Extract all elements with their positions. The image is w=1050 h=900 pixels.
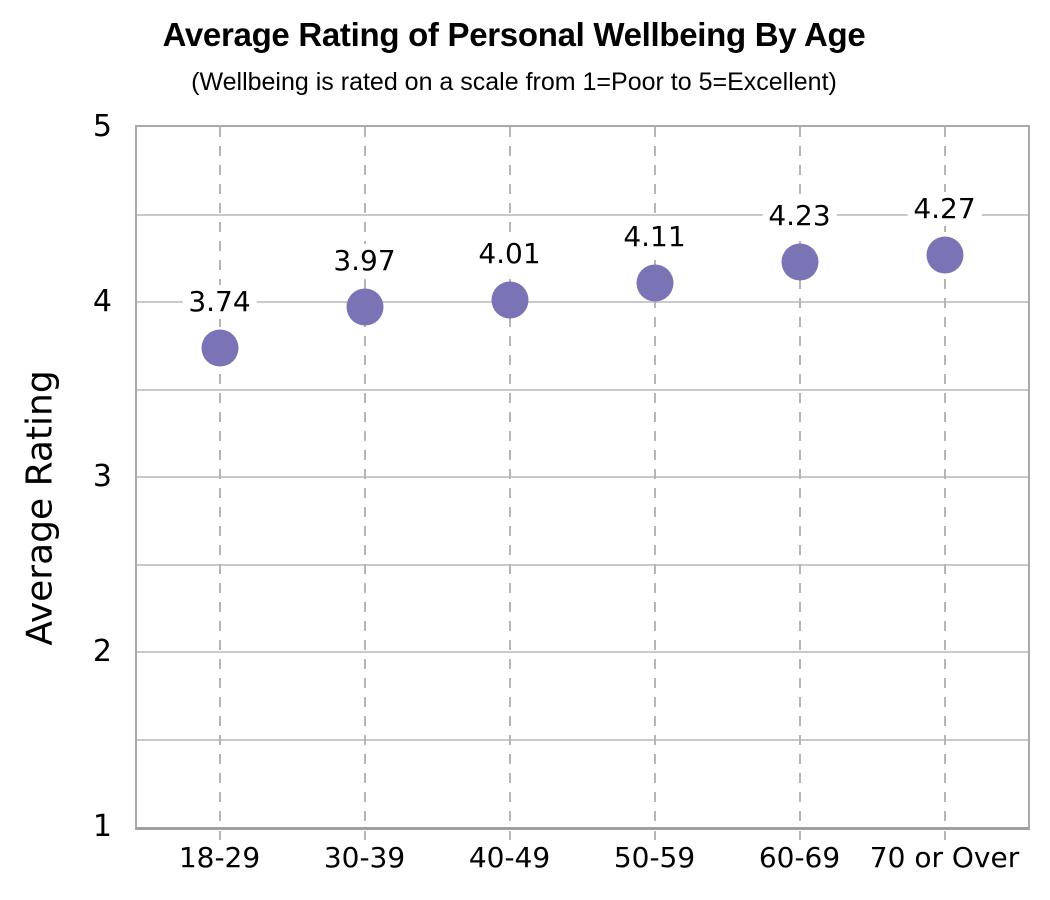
y-gridline: [137, 563, 1028, 566]
y-tick-label: 3: [92, 459, 112, 494]
y-gridline: [137, 301, 1028, 303]
x-tick-label: 30-39: [323, 841, 406, 874]
data-label: 4.01: [472, 237, 547, 272]
chart-subtitle: (Wellbeing is rated on a scale from 1=Po…: [191, 68, 837, 96]
x-tick-mark: [798, 831, 801, 840]
x-tick-label: 18-29: [178, 841, 261, 874]
y-gridline: [137, 213, 1028, 216]
data-point: [201, 329, 238, 366]
y-tick-label: 4: [92, 284, 112, 319]
x-gridline-dashed: [943, 127, 946, 827]
y-gridline: [137, 738, 1028, 741]
x-gridline-dashed: [363, 127, 366, 827]
data-point: [926, 236, 963, 274]
x-tick-mark: [218, 831, 221, 840]
x-tick-mark: [653, 831, 656, 840]
y-axis-title: Average Rating: [19, 370, 61, 646]
data-point: [781, 243, 818, 281]
data-label: 4.27: [907, 191, 982, 226]
x-tick-mark: [363, 831, 366, 840]
x-tick-label: 40-49: [468, 841, 551, 874]
data-point: [346, 288, 383, 326]
x-gridline-dashed: [653, 127, 656, 827]
x-gridline-dashed: [218, 127, 221, 827]
x-gridline-dashed: [508, 127, 511, 827]
y-gridline: [137, 388, 1028, 391]
data-label: 3.97: [327, 244, 402, 279]
x-gridline-dashed: [798, 127, 801, 827]
x-tick-mark: [943, 831, 946, 840]
data-point: [636, 264, 673, 302]
data-label: 3.74: [182, 284, 257, 319]
y-tick-label: 5: [92, 109, 112, 144]
x-tick-label: 70 or Over: [869, 841, 1020, 874]
y-gridline: [137, 651, 1028, 653]
x-tick-mark: [508, 831, 511, 840]
data-label: 4.23: [762, 198, 837, 233]
chart-title: Average Rating of Personal Wellbeing By …: [162, 16, 866, 53]
y-gridline: [137, 476, 1028, 478]
y-tick-label: 1: [92, 809, 112, 844]
data-label: 4.11: [617, 219, 692, 254]
x-tick-label: 50-59: [613, 841, 696, 874]
x-tick-label: 60-69: [758, 841, 841, 874]
y-tick-label: 2: [92, 634, 112, 669]
data-point: [491, 281, 528, 319]
